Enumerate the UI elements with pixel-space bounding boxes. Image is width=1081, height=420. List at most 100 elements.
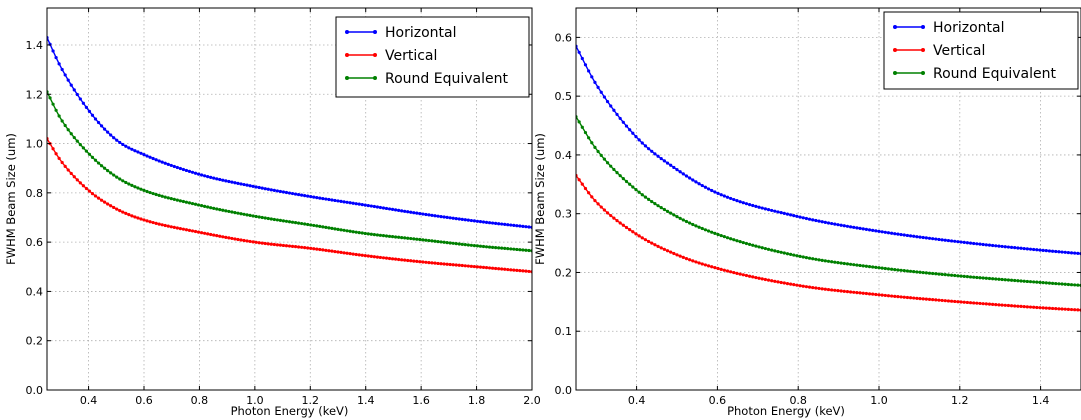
data-point [169, 197, 173, 201]
data-point [590, 195, 594, 199]
data-point [845, 224, 850, 228]
y-tick-label: 0.2 [555, 266, 573, 279]
data-point [281, 219, 286, 223]
data-point [387, 256, 392, 261]
data-point [634, 188, 638, 192]
data-point [127, 213, 131, 217]
data-point [1022, 305, 1026, 309]
data-point [324, 197, 328, 201]
data-point [918, 296, 922, 301]
data-point [236, 237, 240, 242]
data-point [735, 239, 739, 243]
data-point [624, 225, 629, 230]
data-point [691, 259, 695, 263]
legend-marker [345, 30, 349, 34]
data-point [946, 238, 951, 243]
data-point [826, 221, 831, 225]
data-point [315, 196, 319, 200]
data-point [1073, 283, 1077, 287]
series-horizontal [47, 35, 532, 229]
data-point [770, 279, 774, 283]
data-point [924, 236, 928, 240]
data-point [245, 183, 249, 187]
data-point [403, 258, 407, 262]
data-point [60, 119, 64, 123]
data-point [975, 275, 979, 280]
data-point [1035, 280, 1039, 284]
data-point [820, 287, 824, 291]
data-point [472, 264, 477, 269]
data-point [590, 75, 594, 79]
data-point [212, 176, 216, 180]
data-point [735, 271, 739, 275]
data-point [306, 194, 310, 198]
data-point [48, 96, 52, 100]
data-point [978, 242, 982, 246]
data-point [384, 206, 389, 211]
data-point [1069, 307, 1074, 312]
data-point [924, 271, 928, 275]
data-point [345, 251, 349, 255]
data-point [63, 73, 67, 77]
data-point [51, 147, 55, 151]
data-point [199, 173, 204, 177]
data-point [766, 208, 771, 212]
data-point [400, 236, 404, 240]
data-point [309, 246, 313, 250]
data-point [118, 177, 122, 181]
data-point [886, 294, 891, 298]
data-point [281, 243, 286, 248]
data-point [106, 130, 110, 134]
data-point [1066, 250, 1070, 255]
data-point [409, 259, 413, 263]
data-point [852, 263, 856, 267]
data-point [577, 120, 581, 124]
legend-label: Round Equivalent [385, 71, 508, 87]
data-point [710, 230, 714, 234]
data-point [400, 258, 404, 262]
data-point [321, 196, 325, 201]
data-point [716, 232, 720, 237]
data-point [309, 223, 313, 227]
data-point [981, 242, 985, 247]
data-point [193, 171, 198, 175]
data-point [242, 238, 246, 243]
data-point [215, 177, 219, 181]
data-point [84, 105, 89, 109]
data-point [621, 120, 625, 124]
data-point [1006, 303, 1011, 308]
data-point [69, 132, 73, 136]
data-point [763, 246, 767, 251]
data-point [142, 188, 146, 192]
legend-marker [921, 71, 925, 75]
data-point [381, 234, 386, 238]
data-point [874, 292, 878, 297]
data-point [804, 285, 809, 289]
data-point [896, 232, 900, 236]
data-point [883, 230, 887, 234]
data-point [415, 259, 419, 264]
data-point [403, 209, 407, 213]
data-point [621, 177, 625, 181]
data-point [275, 243, 279, 247]
chart-panel-1: 0.4 0.6 0.8 1.0 1.2 1.4 1.6 1.8 2.0 0.0 0.2 0.4 0.6 0… [4, 7, 541, 418]
data-point [160, 223, 164, 227]
data-point [811, 285, 815, 290]
data-point [99, 164, 104, 168]
data-point [51, 102, 55, 106]
data-point [518, 248, 522, 252]
data-point [360, 203, 364, 207]
y-tick-label: 0.6 [555, 31, 573, 44]
data-point [864, 227, 868, 231]
data-point [312, 223, 316, 228]
data-point [324, 225, 328, 229]
data-point [397, 257, 401, 262]
data-point [342, 251, 346, 255]
data-point [864, 264, 868, 268]
data-point [109, 133, 113, 137]
data-point [272, 217, 276, 222]
data-point [1038, 306, 1042, 310]
data-point [160, 160, 164, 164]
data-point [836, 261, 840, 265]
data-point [580, 125, 584, 129]
